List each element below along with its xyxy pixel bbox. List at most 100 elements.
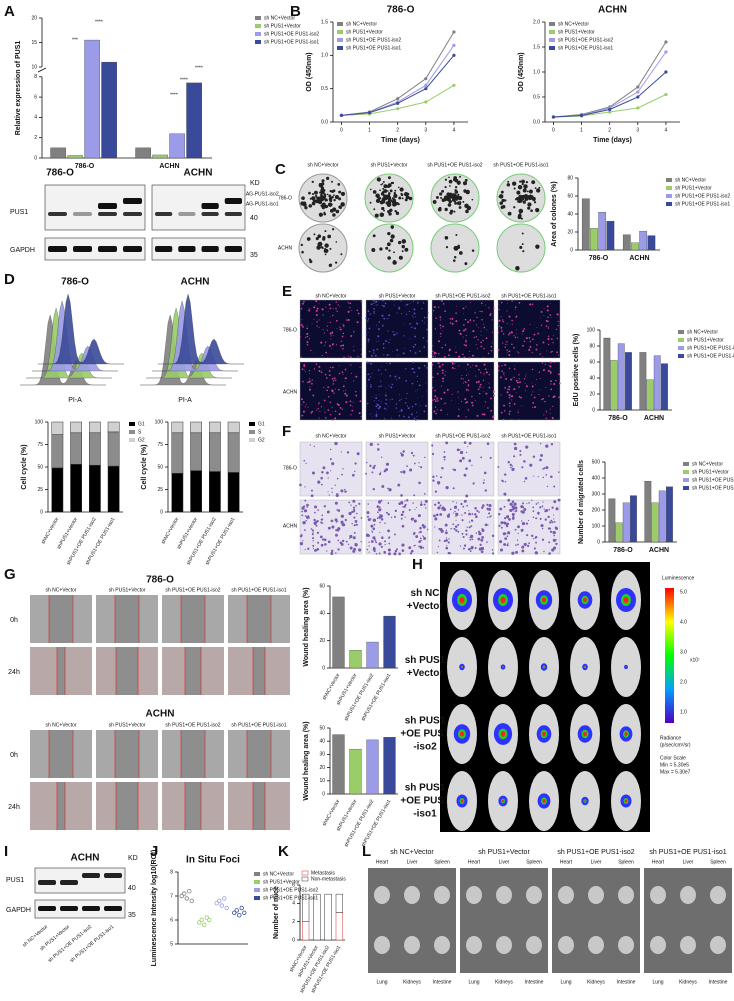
cell — [486, 507, 489, 510]
cell — [517, 532, 519, 535]
bar — [646, 379, 654, 411]
cell — [351, 510, 354, 514]
cell — [504, 387, 507, 389]
cell — [503, 373, 505, 375]
photo — [497, 361, 561, 421]
colony — [457, 196, 460, 199]
y-tick-label: 0 — [40, 509, 43, 515]
cell — [332, 383, 335, 385]
cell — [412, 300, 414, 303]
cell — [309, 334, 311, 336]
cell — [406, 465, 408, 467]
cell — [399, 394, 401, 396]
bar — [666, 486, 673, 543]
cell — [505, 377, 508, 380]
cell — [538, 393, 540, 395]
cell — [501, 328, 502, 330]
cell — [533, 547, 536, 550]
colony — [440, 196, 443, 199]
colony — [535, 244, 540, 249]
cell — [332, 419, 334, 421]
cell — [521, 528, 524, 531]
cell — [299, 336, 301, 338]
cell — [507, 333, 510, 336]
cell — [559, 396, 560, 398]
cell — [506, 391, 509, 394]
wound — [181, 595, 205, 643]
cell — [509, 502, 513, 506]
cell — [525, 522, 529, 525]
row-label: -iso1 — [413, 809, 437, 820]
cell — [350, 414, 352, 416]
cell — [419, 526, 422, 530]
colony — [517, 184, 523, 190]
cell — [518, 352, 520, 354]
cell — [507, 388, 509, 391]
cell — [531, 385, 534, 388]
cell — [323, 538, 327, 542]
cell — [387, 502, 390, 504]
point — [452, 43, 456, 47]
colony — [329, 203, 333, 207]
point — [179, 893, 184, 899]
cell — [557, 325, 559, 327]
cell — [523, 340, 526, 343]
cell — [457, 415, 460, 418]
cell — [434, 395, 437, 398]
cell — [538, 354, 540, 356]
cell — [334, 377, 336, 380]
cell — [414, 316, 416, 318]
cell — [341, 523, 345, 527]
colony — [382, 181, 385, 183]
bar — [383, 737, 396, 795]
cell — [304, 336, 307, 338]
cell — [340, 345, 342, 347]
colony — [394, 189, 397, 192]
legend-swatch — [678, 346, 684, 350]
cell — [307, 548, 309, 550]
cell — [549, 412, 551, 414]
cell — [550, 443, 554, 446]
cell — [317, 541, 320, 544]
cell — [546, 309, 549, 312]
cell — [463, 337, 464, 339]
colony — [513, 206, 516, 209]
colony — [521, 232, 524, 235]
cell — [500, 526, 503, 529]
cell — [299, 541, 304, 546]
x-tick-label: ACHN — [649, 547, 669, 554]
row-label: 786-O — [278, 195, 292, 201]
cell — [301, 514, 304, 517]
cell — [321, 354, 323, 357]
cell — [318, 303, 320, 305]
colony — [471, 198, 474, 201]
y-tick-label: 20 — [31, 15, 37, 21]
cell — [421, 523, 425, 527]
legend-label: S — [138, 429, 142, 435]
cell — [444, 374, 446, 376]
cell — [414, 508, 416, 511]
cell — [550, 380, 552, 383]
bar-segment — [302, 893, 310, 922]
cell — [487, 524, 489, 526]
cell — [405, 304, 407, 306]
cell — [426, 362, 428, 364]
legend-swatch — [129, 430, 135, 434]
legend-swatch — [255, 24, 261, 28]
cell — [440, 397, 443, 400]
cell — [397, 483, 401, 487]
cell — [472, 482, 475, 485]
cell — [336, 509, 338, 511]
cell — [439, 324, 442, 327]
cell — [503, 404, 506, 407]
colony — [373, 208, 376, 211]
cell — [353, 547, 357, 551]
cell — [551, 350, 553, 353]
cell — [314, 511, 316, 514]
y-tick-label: 8 — [34, 74, 37, 80]
signal — [583, 597, 587, 603]
cell — [381, 304, 383, 307]
cell — [342, 325, 345, 327]
colony — [445, 245, 449, 249]
cell — [306, 517, 309, 520]
